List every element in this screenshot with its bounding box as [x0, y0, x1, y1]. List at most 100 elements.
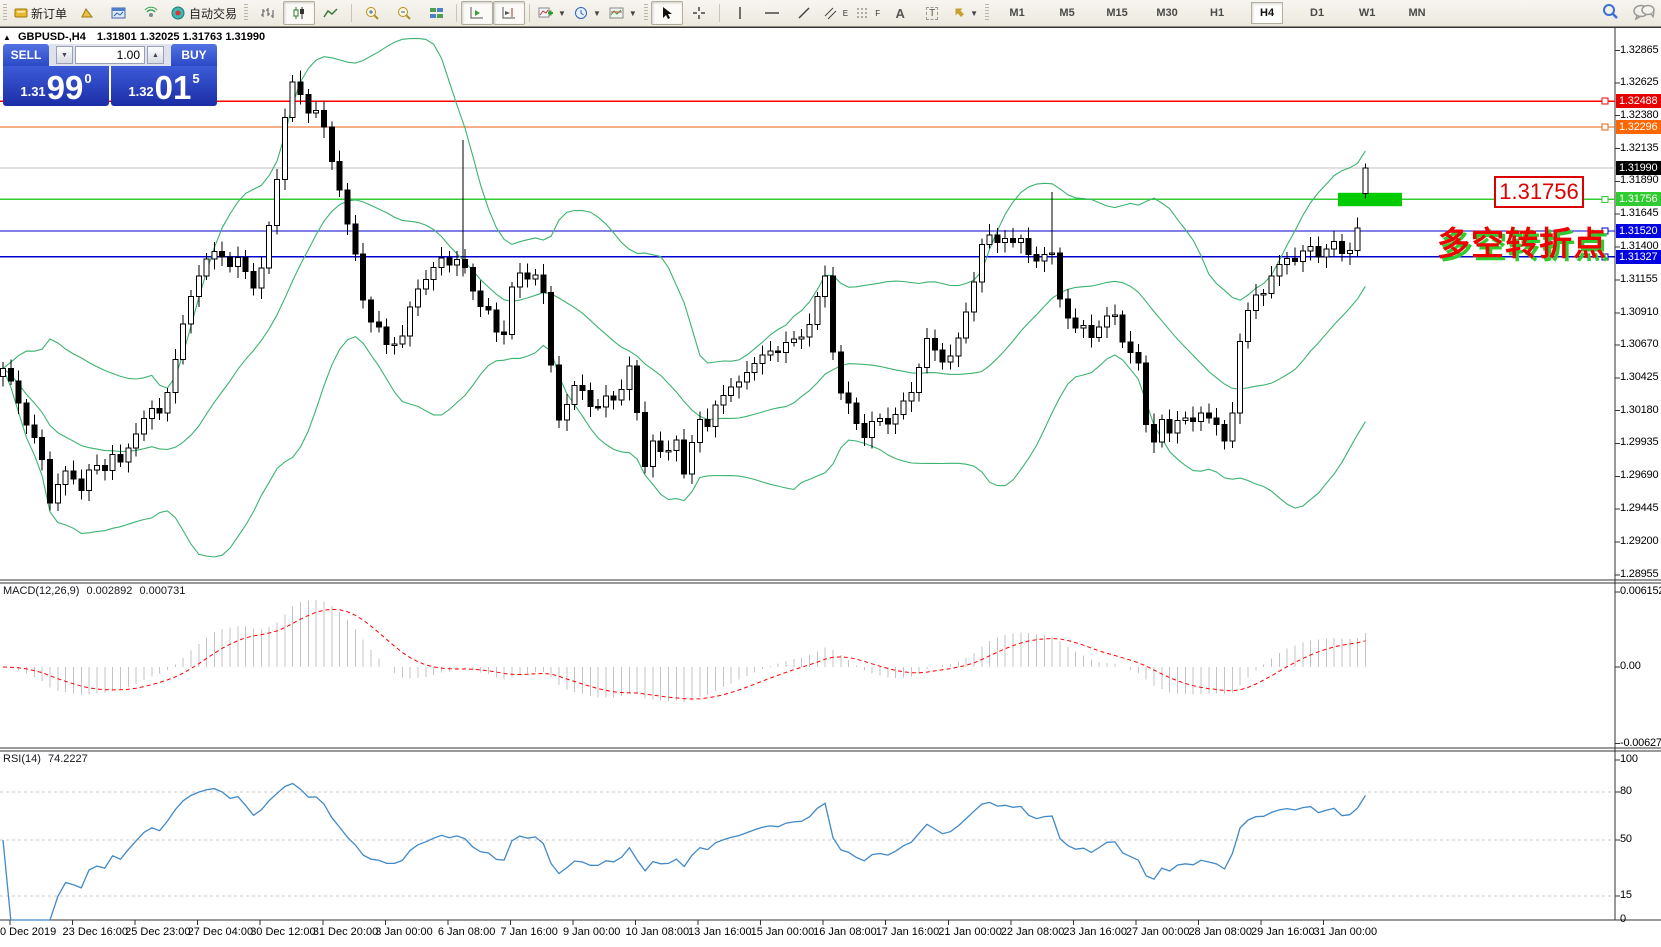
- tile-windows-button[interactable]: [420, 1, 452, 25]
- toolbar-grip[interactable]: [244, 4, 249, 22]
- timeframe-button-m15[interactable]: M15: [1106, 7, 1128, 19]
- fibonacci-button[interactable]: F: [852, 1, 884, 25]
- dropdown-caret-icon: ▼: [558, 8, 566, 18]
- timeframe-button-d1[interactable]: D1: [1310, 7, 1325, 19]
- indicators-icon: [538, 6, 554, 20]
- vertical-line-icon: [735, 6, 745, 20]
- pane-separator[interactable]: [0, 747, 1661, 751]
- strategy-tester-button[interactable]: [103, 1, 135, 25]
- sell-price-big: 99: [46, 69, 84, 106]
- time-axis-label: 29 Jan 16:00: [1251, 926, 1315, 938]
- buy-price-pip: 5: [192, 71, 200, 86]
- channel-letter: E: [842, 8, 849, 18]
- cursor-arrow-icon: [661, 6, 673, 20]
- toolbar-grip[interactable]: [985, 4, 990, 22]
- search-icon[interactable]: [1601, 3, 1619, 21]
- text-button[interactable]: A: [884, 1, 916, 25]
- crosshair-button[interactable]: [683, 1, 715, 25]
- timeframe-button-h1[interactable]: H1: [1210, 7, 1225, 19]
- macd-main-value: 0.002892: [86, 585, 133, 597]
- timeframe-button-m5[interactable]: M5: [1059, 7, 1075, 19]
- new-order-label: 新订单: [31, 6, 68, 21]
- signals-button[interactable]: [135, 1, 167, 25]
- timeframe-button-w1[interactable]: W1: [1358, 7, 1376, 19]
- timeframe-button-m1[interactable]: M1: [1009, 7, 1025, 19]
- equidistant-channel-icon: [824, 6, 840, 20]
- timeframe-button-h4[interactable]: H4: [1251, 2, 1284, 24]
- one-click-trading-panel: SELL ▼ 1.00 ▲ BUY 1.31 99 0 1.32 01 5: [3, 44, 217, 106]
- bar-chart-icon: [259, 6, 275, 20]
- indicators-button[interactable]: ▼: [534, 1, 570, 25]
- dropdown-caret-icon: ▼: [628, 8, 637, 18]
- new-order-button[interactable]: 新订单: [10, 1, 71, 25]
- buy-button[interactable]: BUY: [171, 44, 217, 66]
- macd-signal-value: 0.000731: [139, 585, 186, 597]
- equidistant-channel-button[interactable]: E: [820, 1, 852, 25]
- zoom-out-button[interactable]: [388, 1, 420, 25]
- time-axis-label: 27 Jan 00:00: [1125, 926, 1190, 938]
- zoom-in-button[interactable]: [356, 1, 388, 25]
- price-axis-label: 1.31400: [1620, 240, 1659, 253]
- price-axis-label: 1.32135: [1620, 141, 1659, 154]
- time-axis-label: 17 Jan 16:00: [875, 926, 940, 938]
- tile-windows-icon: [429, 6, 444, 20]
- vertical-line-button[interactable]: [724, 1, 756, 25]
- chart-shift-button[interactable]: [493, 1, 526, 25]
- auto-scroll-button[interactable]: [461, 1, 494, 25]
- text-label-button[interactable]: T: [916, 1, 948, 25]
- horizontal-line-button[interactable]: [756, 1, 788, 25]
- timeframe-button-mn[interactable]: MN: [1408, 7, 1426, 19]
- time-axis-label: 13 Jan 16:00: [688, 926, 752, 938]
- rsi-axis-label: 100: [1620, 753, 1638, 765]
- price-axis-label: 1.29935: [1620, 436, 1659, 449]
- fibonacci-icon: [856, 6, 872, 20]
- chat-icon[interactable]: [1633, 3, 1655, 21]
- crosshair-icon: [692, 6, 706, 20]
- sell-price-button[interactable]: 1.31 99 0: [3, 66, 109, 106]
- volume-decrease-button[interactable]: ▼: [56, 46, 73, 64]
- price-badge: 1.32488: [1616, 94, 1661, 109]
- chart-ohlc-values: 1.31801 1.32025 1.31763 1.31990: [96, 31, 266, 43]
- periods-button[interactable]: ▼: [570, 1, 605, 25]
- buy-price-button[interactable]: 1.32 01 5: [111, 66, 217, 106]
- rsi-axis-label: 80: [1620, 785, 1632, 797]
- volume-input[interactable]: 1.00: [75, 46, 145, 64]
- price-annotation-box[interactable]: 1.31756: [1494, 176, 1584, 208]
- trendline-button[interactable]: [788, 1, 820, 25]
- new-order-icon: [14, 7, 28, 19]
- line-chart-button[interactable]: [315, 1, 347, 25]
- text-tool-letter: A: [895, 5, 905, 21]
- price-axis-label: 1.32380: [1620, 108, 1659, 121]
- price-badge: 1.31520: [1616, 224, 1661, 238]
- cursor-button[interactable]: [650, 1, 683, 25]
- timeframe-button-m30[interactable]: M30: [1156, 7, 1178, 19]
- bar-chart-button[interactable]: [251, 1, 283, 25]
- chart-title: ▲ GBPUSD-,H4 1.31801 1.32025 1.31763 1.3…: [3, 31, 265, 43]
- trendline-icon: [797, 6, 811, 20]
- arrows-icon: [952, 6, 966, 20]
- rsi-axis-label: 0: [1620, 913, 1626, 925]
- arrows-button[interactable]: ▼: [948, 1, 982, 25]
- price-axis-label: 1.31155: [1620, 272, 1658, 285]
- toolbar-grip[interactable]: [3, 4, 7, 22]
- timeframe-toolbar: M1 M5 M15 M30 H1 H4 D1 W1 MN: [992, 2, 1442, 24]
- macd-label: MACD(12,26,9) 0.002892 0.000731: [3, 585, 186, 597]
- time-axis-label: 7 Jan 16:00: [500, 926, 558, 938]
- time-axis-label: 9 Jan 00:00: [562, 926, 621, 938]
- toolbar-grip[interactable]: [643, 4, 648, 22]
- sell-price-pip: 0: [84, 71, 92, 86]
- turning-point-annotation[interactable]: 多空转折点: [1437, 225, 1607, 262]
- candlestick-chart-button[interactable]: [283, 1, 316, 25]
- price-axis-label: 1.29690: [1620, 469, 1659, 482]
- volume-increase-button[interactable]: ▲: [147, 46, 164, 64]
- pane-separator[interactable]: [0, 579, 1661, 583]
- market-watch-button[interactable]: [71, 1, 103, 25]
- time-axis-label: 16 Jan 08:00: [813, 926, 877, 938]
- auto-trading-button[interactable]: 自动交易: [167, 1, 241, 25]
- templates-button[interactable]: ▼: [605, 1, 641, 25]
- price-axis-label: 1.28955: [1620, 567, 1659, 580]
- sell-button[interactable]: SELL: [3, 44, 49, 66]
- toolbar: 新订单 自动交易: [0, 0, 1661, 27]
